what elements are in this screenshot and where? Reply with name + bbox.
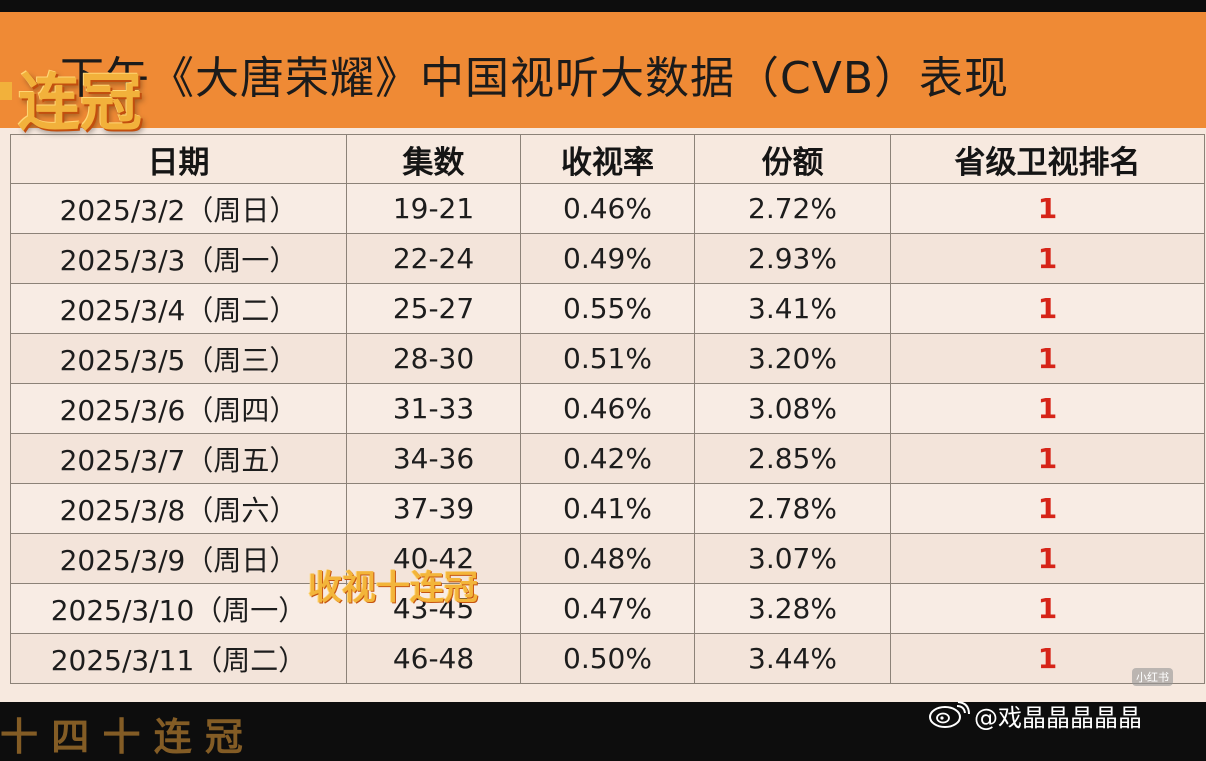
cell-share: 3.41% [694,283,891,334]
cell-rating: 0.55% [520,283,695,334]
cell-rating: 0.41% [520,483,695,534]
cell-episodes: 19-21 [346,183,521,234]
cell-rating: 0.48% [520,533,695,584]
cell-share: 3.44% [694,633,891,684]
cell-date: 2025/3/6（周四） [10,383,347,434]
table-row: 2025/3/11（周二） 46-48 0.50% 3.44% 1 [10,633,1205,684]
sticker-label: 连冠 [18,66,143,139]
overlay-caption: 收视十连冠 [308,568,478,608]
cell-date: 2025/3/2（周日） [10,183,347,234]
cell-rating: 0.46% [520,183,695,234]
cell-episodes: 25-27 [346,283,521,334]
title-bar: 下午《大唐荣耀》中国视听大数据（CVB）表现 [0,12,1206,128]
cell-rank: 1 [890,433,1205,484]
cell-date: 2025/3/9（周日） [10,533,347,584]
cell-rank: 1 [890,583,1205,634]
cell-date: 2025/3/3（周一） [10,233,347,284]
cell-share: 2.78% [694,483,891,534]
cell-rating: 0.47% [520,583,695,634]
table-row: 2025/3/2（周日） 19-21 0.46% 2.72% 1 [10,183,1205,234]
cell-share: 2.72% [694,183,891,234]
cell-share: 3.28% [694,583,891,634]
cell-share: 2.85% [694,433,891,484]
cell-share: 3.08% [694,383,891,434]
cell-date: 2025/3/11（周二） [10,633,347,684]
cell-share: 2.93% [694,233,891,284]
weibo-handle: @戏晶晶晶晶晶 [974,703,1142,732]
cell-rank: 1 [890,233,1205,284]
table-row: 2025/3/4（周二） 25-27 0.55% 3.41% 1 [10,283,1205,334]
cell-episodes: 34-36 [346,433,521,484]
cell-episodes: 37-39 [346,483,521,534]
cell-date: 2025/3/10（周一） [10,583,347,634]
cell-rank: 1 [890,633,1205,684]
cell-date: 2025/3/4（周二） [10,283,347,334]
header-date: 日期 [10,134,347,184]
table-row: 2025/3/7（周五） 34-36 0.42% 2.85% 1 [10,433,1205,484]
cell-share: 3.07% [694,533,891,584]
cell-episodes: 31-33 [346,383,521,434]
ratings-table: 日期 集数 收视率 份额 省级卫视排名 2025/3/2（周日） 19-21 0… [10,134,1205,684]
header-rank: 省级卫视排名 [890,134,1205,184]
cell-date: 2025/3/7（周五） [10,433,347,484]
cell-episodes: 46-48 [346,633,521,684]
cell-share: 3.20% [694,333,891,384]
cell-rank: 1 [890,533,1205,584]
weibo-watermark: @戏晶晶晶晶晶 [928,700,1142,732]
cell-episodes: 40-42 [346,533,521,584]
page-title: 下午《大唐荣耀》中国视听大数据（CVB）表现 [60,53,1010,104]
footer-caption: 十 四 十 连 冠 [0,715,243,759]
cell-episodes: 28-30 [346,333,521,384]
table-row: 2025/3/3（周一） 22-24 0.49% 2.93% 1 [10,233,1205,284]
sticker-dot [0,82,12,100]
header-rating: 收视率 [520,134,695,184]
cell-rating: 0.49% [520,233,695,284]
data-card: 下午《大唐荣耀》中国视听大数据（CVB）表现 连冠 日期 集数 收视率 份额 省… [0,12,1206,702]
xiaohongshu-watermark: 小红书 [1132,668,1173,686]
weibo-logo-icon [929,701,970,728]
cell-rating: 0.42% [520,433,695,484]
cell-rating: 0.46% [520,383,695,434]
cell-date: 2025/3/8（周六） [10,483,347,534]
table-row: 2025/3/8（周六） 37-39 0.41% 2.78% 1 [10,483,1205,534]
cell-rank: 1 [890,383,1205,434]
header-share: 份额 [694,134,891,184]
table-row: 2025/3/5（周三） 28-30 0.51% 3.20% 1 [10,333,1205,384]
cell-rank: 1 [890,333,1205,384]
table-row: 2025/3/10（周一） 43-45 0.47% 3.28% 1 [10,583,1205,634]
cell-rating: 0.51% [520,333,695,384]
cell-date: 2025/3/5（周三） [10,333,347,384]
table-row: 2025/3/6（周四） 31-33 0.46% 3.08% 1 [10,383,1205,434]
cell-rank: 1 [890,483,1205,534]
table-row: 2025/3/9（周日） 40-42 0.48% 3.07% 1 [10,533,1205,584]
cell-episodes: 22-24 [346,233,521,284]
header-episodes: 集数 [346,134,521,184]
table-header-row: 日期 集数 收视率 份额 省级卫视排名 [10,134,1205,184]
cell-rank: 1 [890,283,1205,334]
cell-rating: 0.50% [520,633,695,684]
cell-rank: 1 [890,183,1205,234]
